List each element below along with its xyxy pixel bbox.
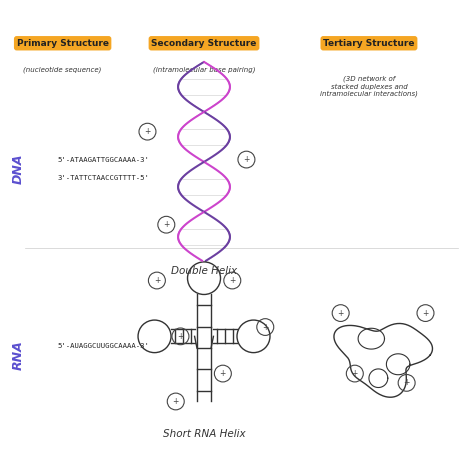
Text: Tertiary Structure: Tertiary Structure <box>323 39 415 48</box>
Text: RNA: RNA <box>11 340 24 370</box>
Text: +: + <box>352 369 358 378</box>
Text: +: + <box>229 276 236 285</box>
Text: +: + <box>173 397 179 406</box>
Text: 5'-AUAGGCUUGGCAAAA-3': 5'-AUAGGCUUGGCAAAA-3' <box>58 343 150 349</box>
Text: DNA: DNA <box>11 154 24 184</box>
Text: +: + <box>403 378 410 388</box>
Text: +: + <box>262 322 268 331</box>
Text: +: + <box>337 308 344 318</box>
Text: Secondary Structure: Secondary Structure <box>151 39 257 48</box>
Text: 5'-ATAAGATTGGCAAAA-3': 5'-ATAAGATTGGCAAAA-3' <box>58 157 150 162</box>
Text: (nucleotide sequence): (nucleotide sequence) <box>23 66 102 73</box>
Text: +: + <box>177 332 183 341</box>
Text: +: + <box>422 308 428 318</box>
Text: (3D network of
stacked duplexes and
intramolecular interactions): (3D network of stacked duplexes and intr… <box>320 76 418 97</box>
Text: +: + <box>144 127 151 136</box>
Text: +: + <box>163 220 170 229</box>
Text: +: + <box>243 155 250 164</box>
Text: (intramolecular base pairing): (intramolecular base pairing) <box>153 66 255 73</box>
Text: Primary Structure: Primary Structure <box>17 39 109 48</box>
Text: +: + <box>154 276 160 285</box>
Text: Double Helix: Double Helix <box>171 266 237 276</box>
Text: +: + <box>219 369 226 378</box>
Text: Short RNA Helix: Short RNA Helix <box>163 429 246 439</box>
Text: 3'-TATTCTAACCGTTTT-5': 3'-TATTCTAACCGTTTT-5' <box>58 175 150 181</box>
